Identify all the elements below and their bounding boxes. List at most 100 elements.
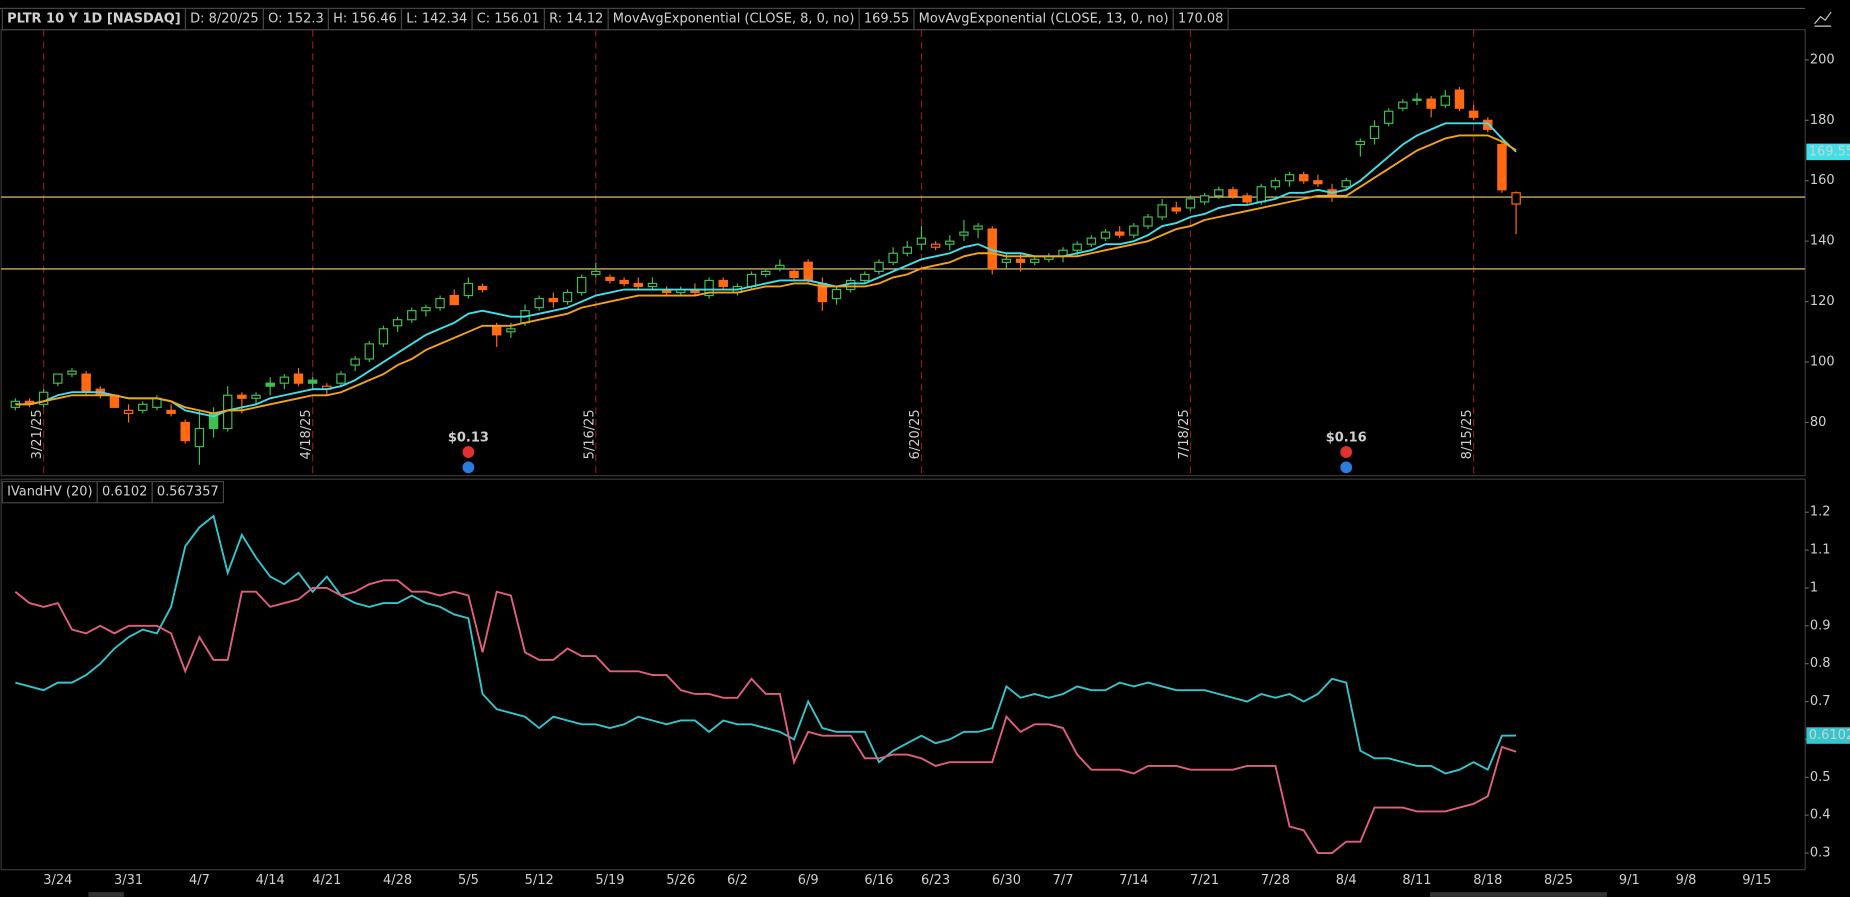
candle-body	[605, 276, 615, 282]
x-tick-label: 8/25	[1544, 873, 1573, 888]
candle-body	[1129, 225, 1139, 236]
candle-body	[902, 246, 913, 254]
candle-body	[1171, 207, 1182, 212]
ohlc-info: R: 14.12	[549, 12, 603, 27]
y-tick-label: 1	[1810, 580, 1818, 595]
candle-body	[959, 231, 969, 236]
x-tick-label: 7/7	[1053, 873, 1074, 888]
candle-body	[1242, 195, 1252, 203]
y-tick-label: 0.9	[1810, 618, 1831, 633]
x-tick-label: 8/18	[1473, 873, 1502, 888]
candle-body	[166, 409, 176, 414]
candle-body	[421, 307, 431, 312]
y-tick-label: 100	[1810, 355, 1835, 370]
earnings-icon	[1340, 446, 1353, 458]
candle-body	[123, 409, 134, 414]
candle-body	[775, 264, 785, 269]
x-tick-label: 3/24	[43, 873, 72, 888]
candle-body	[378, 328, 389, 345]
candle-body	[1313, 180, 1323, 185]
scrollbar[interactable]	[1429, 892, 1607, 897]
candle-body	[831, 288, 842, 300]
candle-body	[1086, 237, 1097, 245]
candle-body	[265, 382, 275, 387]
candle-body	[109, 394, 120, 408]
candle-body	[1143, 216, 1153, 227]
candle-body	[1228, 189, 1238, 197]
chart-style-icon[interactable]	[1814, 11, 1832, 27]
candle-body	[364, 343, 375, 360]
candle-body	[194, 427, 205, 448]
last-value-label: 169.55	[1809, 144, 1850, 159]
candle-body	[293, 373, 304, 384]
header-box	[1172, 7, 1229, 31]
y-tick-label: 80	[1810, 415, 1827, 430]
y-tick-label: 180	[1810, 113, 1835, 128]
x-tick-label: 3/31	[114, 873, 143, 888]
candle-body	[1355, 140, 1366, 146]
candle-body	[874, 261, 884, 272]
lower-panel-frame	[0, 478, 1806, 871]
candle-body	[350, 358, 360, 366]
candle-body	[1426, 98, 1436, 109]
candle-body	[1256, 186, 1266, 203]
x-tick-label: 4/28	[383, 873, 412, 888]
legend-value: 170.08	[1178, 12, 1223, 27]
candle-body	[534, 297, 544, 309]
x-tick-label: 9/8	[1676, 873, 1697, 888]
last-value-badge	[1806, 727, 1850, 744]
date-marker-label: 8/15/25	[1460, 409, 1475, 459]
candle-body	[251, 394, 261, 399]
ohlc-info: D: 8/20/25	[190, 12, 258, 27]
y-tick-label: 120	[1810, 294, 1835, 309]
candle-body	[789, 270, 799, 279]
candle-body	[392, 319, 403, 327]
candle-body	[1454, 89, 1465, 109]
candle-body	[307, 379, 318, 384]
candle-body	[463, 282, 474, 297]
candle-body	[506, 328, 516, 333]
candle-body	[336, 373, 346, 384]
x-tick-label: 6/9	[798, 873, 819, 888]
x-tick-label: 6/23	[921, 873, 950, 888]
legend-value: 169.55	[864, 12, 909, 27]
candle-body	[53, 373, 63, 384]
candle-body	[477, 285, 488, 291]
candle-body	[591, 270, 601, 275]
candle-body	[1284, 174, 1295, 182]
x-tick-label: 5/5	[458, 873, 479, 888]
y-tick-label: 0.3	[1810, 846, 1831, 861]
y-tick-label: 140	[1810, 234, 1835, 249]
x-tick-label: 5/26	[666, 873, 695, 888]
candle-body	[81, 373, 91, 393]
ema-line	[15, 134, 1517, 415]
candle-body	[704, 279, 714, 297]
candle-body	[1483, 119, 1493, 130]
x-tick-label: 9/1	[1619, 873, 1640, 888]
candle-body	[1072, 243, 1082, 251]
y-tick-label: 1.2	[1810, 505, 1831, 520]
x-tick-label: 5/19	[595, 873, 624, 888]
candle-body	[1440, 95, 1451, 106]
candle-body	[407, 310, 417, 321]
legend-entry: MovAvgExponential (CLOSE, 8, 0, no)	[613, 12, 855, 27]
candle-body	[1341, 180, 1351, 188]
candle-body	[1511, 192, 1521, 205]
earnings-label: $0.13	[448, 430, 489, 445]
study-title: IVandHV (20)	[7, 485, 92, 500]
legend-value: 0.6102	[102, 485, 147, 500]
candle-body	[1299, 174, 1309, 182]
candle-body	[548, 297, 559, 303]
candle-body	[945, 240, 955, 245]
scrollbar[interactable]	[88, 892, 124, 897]
candle-body	[1199, 195, 1210, 203]
candle-body	[1001, 258, 1012, 263]
study-line	[15, 514, 1517, 775]
ema-line	[15, 122, 1517, 418]
y-tick-label: 0.8	[1810, 656, 1831, 671]
candle-body	[1468, 110, 1479, 118]
x-tick-label: 5/12	[525, 873, 554, 888]
